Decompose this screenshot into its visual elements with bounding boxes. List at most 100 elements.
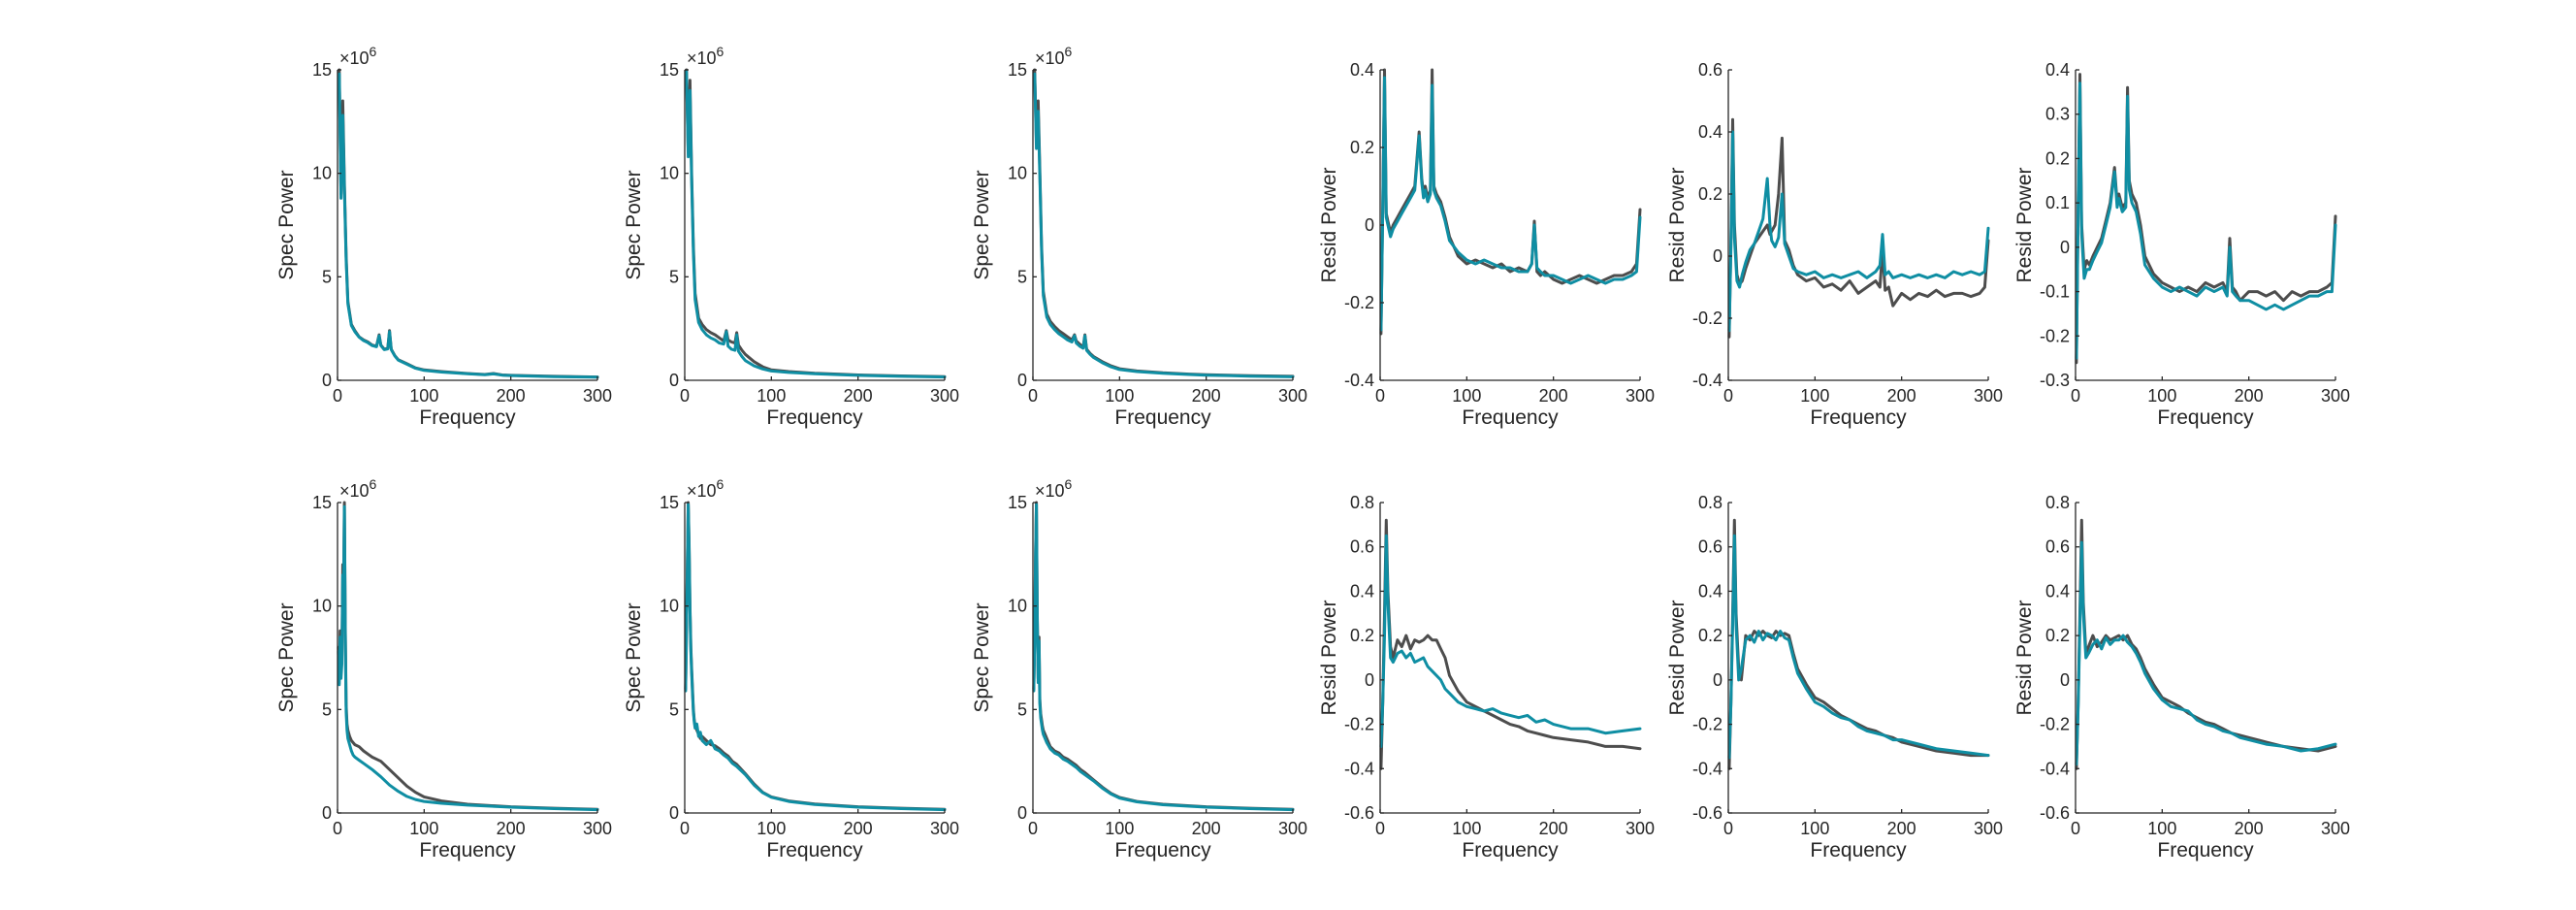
x-tick-label: 100	[757, 386, 786, 406]
y-exponent-label: ×106	[339, 476, 377, 501]
x-axis-label: Frequency	[1810, 839, 1907, 861]
y-tick-label: -0.3	[2040, 371, 2070, 390]
chart-panel-5: 0 100 200 300 -0.4 -0.2 0 0.2 0.4 0.6 Frequency Res…	[1666, 60, 2003, 429]
x-tick-label: 200	[844, 819, 873, 838]
y-exponent-label: ×106	[687, 476, 724, 501]
x-tick-label: 0	[1723, 386, 1733, 406]
x-tick-label: 300	[583, 819, 612, 838]
chart-panel-2: 0 100 200 300 0 5 10 15 Frequency Spec Power ×106	[623, 44, 959, 429]
y-tick-label: 0.6	[1350, 537, 1374, 557]
y-axis-label: Spec Power	[623, 602, 645, 712]
exponent-power: 6	[370, 476, 377, 492]
x-axis-label: Frequency	[2157, 839, 2254, 861]
x-tick-label: 0	[333, 819, 342, 838]
y-tick-label: 5	[1017, 267, 1027, 286]
y-tick-label: -0.2	[1692, 309, 1723, 328]
y-tick-label: 0.4	[2045, 60, 2070, 80]
x-tick-label: 200	[1539, 386, 1568, 406]
exponent-base: ×10	[1035, 481, 1065, 501]
x-tick-label: 100	[1105, 819, 1134, 838]
y-tick-label: 0.6	[1698, 537, 1723, 557]
y-tick-label: -0.2	[2040, 326, 2070, 345]
y-tick-label: 15	[312, 60, 332, 80]
series-line-2	[1727, 534, 1990, 760]
y-tick-label: 10	[660, 597, 679, 616]
y-axis-label: Spec Power	[971, 602, 993, 712]
x-tick-label: 200	[1887, 819, 1916, 838]
x-tick-label: 0	[680, 386, 690, 406]
y-tick-label: -0.6	[1344, 803, 1374, 823]
series-line-2	[684, 503, 947, 812]
y-tick-label: 0.2	[1698, 626, 1723, 645]
exponent-base: ×10	[687, 49, 717, 68]
y-tick-label: 10	[312, 597, 332, 616]
y-tick-label: 5	[322, 699, 332, 719]
series-line-2	[685, 70, 947, 379]
y-axis-label: Spec Power	[275, 602, 298, 712]
y-tick-label: -0.6	[1692, 803, 1723, 823]
exponent-base: ×10	[339, 49, 370, 68]
y-tick-label: -0.4	[1344, 371, 1374, 390]
chart-panel-4: 0 100 200 300 -0.4 -0.2 0 0.2 0.4 Frequency Resid …	[1318, 60, 1655, 429]
y-tick-label: 0	[1017, 371, 1027, 390]
x-tick-label: 0	[680, 819, 690, 838]
exponent-power: 6	[1065, 44, 1073, 59]
series-line-1	[2075, 73, 2337, 365]
y-tick-label: 0.2	[1698, 184, 1723, 204]
x-axis-label: Frequency	[1462, 406, 1559, 429]
series-line-2	[1033, 72, 1295, 378]
x-axis-label: Frequency	[1810, 406, 1907, 429]
y-tick-label: 0	[669, 803, 679, 823]
exponent-base: ×10	[1035, 49, 1065, 68]
x-axis-label: Frequency	[419, 839, 516, 861]
y-tick-label: 0.4	[1350, 60, 1374, 80]
exponent-base: ×10	[339, 481, 370, 501]
x-tick-label: 300	[930, 819, 959, 838]
x-tick-label: 200	[497, 819, 526, 838]
y-tick-label: 0	[2060, 670, 2070, 690]
y-exponent-label: ×106	[339, 44, 377, 68]
y-tick-label: 0	[1017, 803, 1027, 823]
y-tick-label: 0.4	[2045, 581, 2070, 601]
series-line-2	[1032, 503, 1295, 812]
y-tick-label: -0.2	[2040, 715, 2070, 734]
y-tick-label: 15	[660, 60, 679, 80]
series-line-2	[1727, 130, 1990, 333]
y-tick-label: 0.1	[2045, 193, 2070, 212]
y-tick-label: 15	[1008, 493, 1027, 512]
x-axis-label: Frequency	[1114, 406, 1211, 429]
x-axis-label: Frequency	[419, 406, 516, 429]
x-tick-label: 200	[1887, 386, 1916, 406]
y-tick-label: 0.8	[2045, 493, 2070, 512]
x-tick-label: 100	[757, 819, 786, 838]
y-tick-label: 0	[322, 371, 332, 390]
y-tick-label: -0.2	[1692, 715, 1723, 734]
y-tick-label: 10	[1008, 597, 1027, 616]
chart-panel-7: 0 100 200 300 0 5 10 15 Frequency Spec Power ×106	[275, 476, 612, 861]
y-tick-label: 0.6	[1698, 60, 1723, 80]
exponent-power: 6	[717, 44, 724, 59]
y-axis-label: Resid Power	[1318, 600, 1340, 715]
chart-panel-8: 0 100 200 300 0 5 10 15 Frequency Spec Power ×106	[623, 476, 959, 861]
y-tick-label: 0	[669, 371, 679, 390]
chart-panel-9: 0 100 200 300 0 5 10 15 Frequency Spec Power ×106	[971, 476, 1307, 861]
x-tick-label: 300	[1626, 819, 1655, 838]
x-tick-label: 100	[1452, 386, 1481, 406]
y-tick-label: 0.4	[1350, 581, 1374, 601]
x-axis-label: Frequency	[1462, 839, 1559, 861]
x-tick-label: 100	[1105, 386, 1134, 406]
x-axis-label: Frequency	[1114, 839, 1211, 861]
y-tick-label: -0.4	[1692, 371, 1723, 390]
y-exponent-label: ×106	[687, 44, 724, 68]
x-tick-label: 200	[844, 386, 873, 406]
y-tick-label: 10	[660, 164, 679, 183]
y-axis-label: Spec Power	[275, 170, 298, 279]
x-tick-label: 300	[1974, 386, 2003, 406]
exponent-power: 6	[370, 44, 377, 59]
chart-panel-12: 0 100 200 300 -0.6 -0.4 -0.2 0 0.2 0.4 0.6 0.8 Frequ…	[2013, 493, 2350, 861]
chart-panel-6: 0 100 200 300 -0.3 -0.2 -0.1 0 0.1 0.2 0.3 0.4 Frequ…	[2013, 60, 2350, 429]
y-exponent-label: ×106	[1035, 44, 1073, 68]
series-line-2	[338, 72, 599, 379]
x-tick-label: 200	[1539, 819, 1568, 838]
x-tick-label: 300	[1278, 386, 1307, 406]
